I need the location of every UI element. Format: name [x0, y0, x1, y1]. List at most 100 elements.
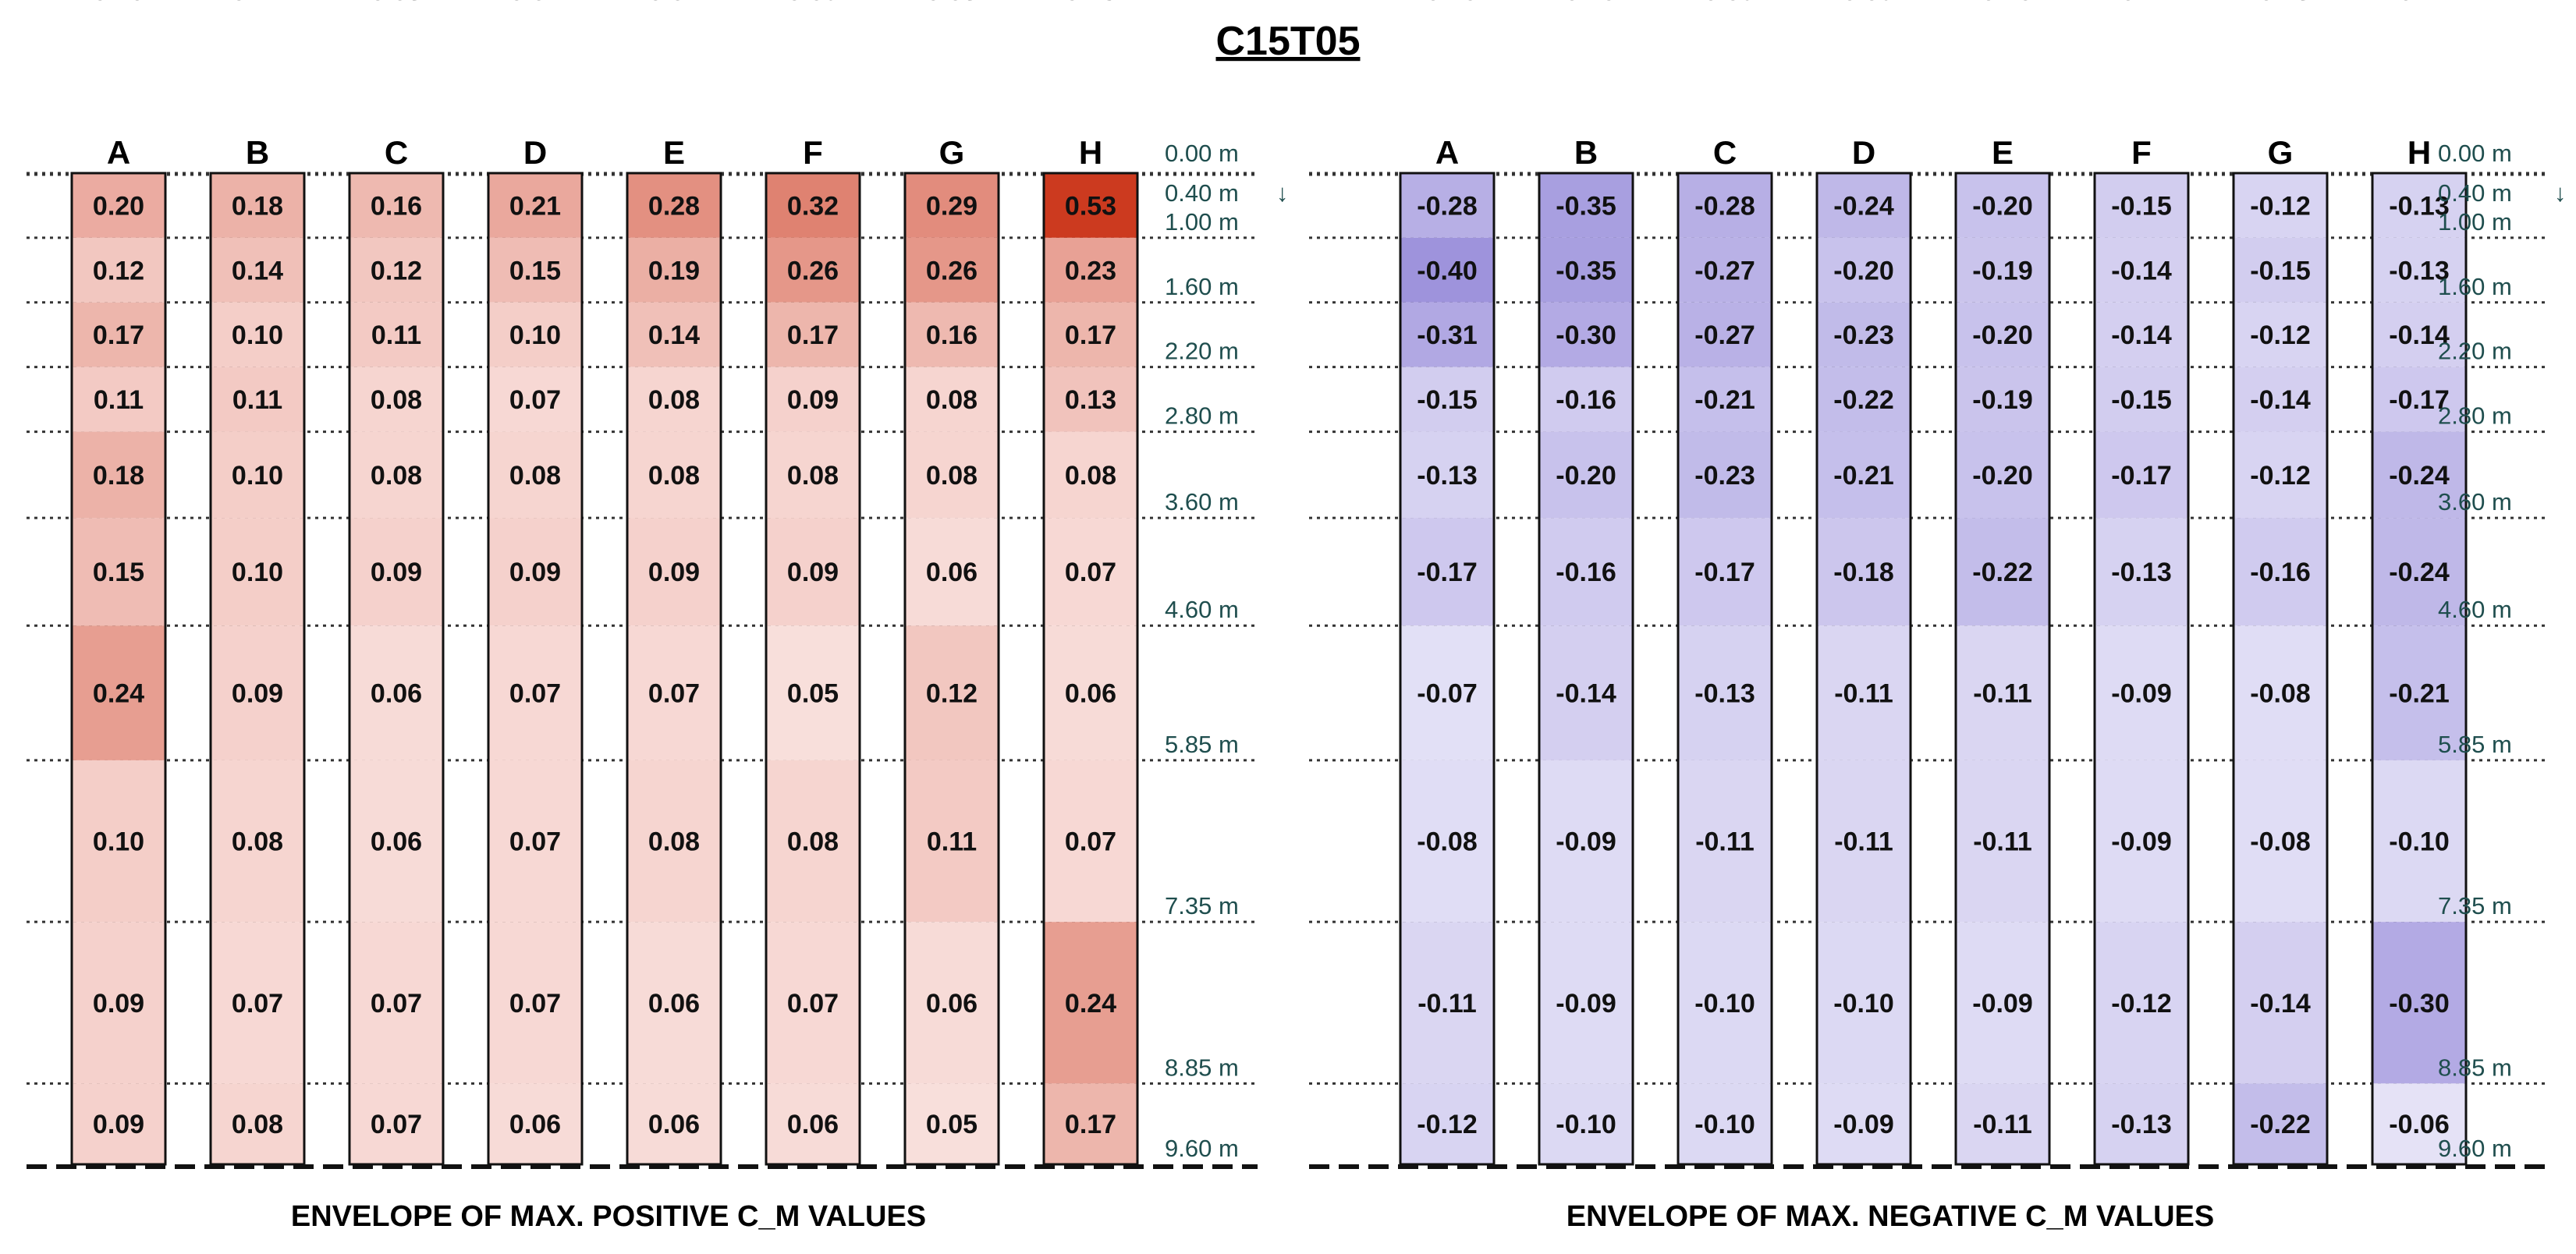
negative-cell-E-10	[1956, 1083, 2049, 1164]
negative-depth-label-0: 0.00 m	[2438, 140, 2512, 167]
negative-cell-C-9	[1678, 922, 1772, 1084]
positive-cell-value-C-2: 0.12	[371, 256, 422, 285]
positive-cell-value-H-9: 0.24	[1065, 989, 1116, 1018]
positive-cell-value-E-11: 0.07	[648, 0, 700, 6]
positive-cell-value-B-11: 0.12	[232, 0, 283, 6]
positive-cell-value-B-8: 0.08	[232, 827, 283, 857]
positive-cell-D-2	[488, 237, 582, 303]
negative-column-label-F: F	[2131, 134, 2152, 171]
positive-cell-B-4	[211, 367, 304, 432]
negative-cell-value-C-5: -0.23	[1694, 461, 1755, 491]
positive-cell-C-4	[349, 367, 443, 432]
negative-cell-B-2	[1539, 237, 1633, 303]
negative-column-outline-B	[1538, 172, 1634, 1166]
positive-depth-label-7: 4.60 m	[1165, 596, 1239, 623]
positive-cell-value-D-2: 0.15	[509, 256, 561, 285]
positive-cell-A-1	[72, 173, 165, 238]
negative-cell-value-A-1: -0.28	[1417, 191, 1478, 221]
positive-cell-value-F-4: 0.09	[787, 385, 839, 415]
negative-cell-value-A-2: -0.40	[1417, 256, 1478, 285]
negative-cell-C-3	[1678, 302, 1772, 367]
positive-cell-value-D-1: 0.21	[509, 191, 561, 221]
positive-depth-label-6: 3.60 m	[1165, 488, 1239, 515]
negative-cell-value-A-11: -0.16	[1417, 0, 1478, 6]
negative-cell-value-F-10: -0.13	[2111, 1110, 2172, 1139]
negative-depth-label-10: 8.85 m	[2438, 1054, 2512, 1081]
negative-cell-value-E-2: -0.19	[1972, 256, 2033, 285]
positive-depth-label-11: 9.60 m	[1165, 1135, 1239, 1162]
negative-cell-value-G-10: -0.22	[2250, 1110, 2311, 1139]
positive-cell-A-3	[72, 302, 165, 367]
negative-cell-F-4	[2095, 367, 2188, 432]
positive-cell-D-4	[488, 367, 582, 432]
negative-cell-E-4	[1956, 367, 2049, 432]
positive-cell-A-5	[72, 431, 165, 519]
positive-cell-E-3	[627, 302, 721, 367]
negative-cell-G-4	[2234, 367, 2327, 432]
negative-column-label-A: A	[1435, 134, 1459, 171]
positive-cell-B-7	[211, 625, 304, 760]
negative-cell-G-8	[2234, 760, 2327, 923]
positive-cell-B-3	[211, 302, 304, 367]
negative-column-outline-F	[2093, 172, 2190, 1166]
positive-cell-value-A-8: 0.10	[93, 827, 144, 857]
negative-cell-value-G-1: -0.12	[2250, 191, 2311, 221]
positive-column-outline-A	[70, 172, 167, 1166]
positive-cell-G-6	[905, 518, 999, 626]
positive-depth-label-9: 7.35 m	[1165, 892, 1239, 919]
negative-cell-D-6	[1817, 518, 1911, 626]
positive-cell-G-3	[905, 302, 999, 367]
positive-cell-value-E-5: 0.08	[648, 461, 700, 491]
positive-depth-label-3: 1.60 m	[1165, 273, 1239, 300]
negative-cell-A-8	[1400, 760, 1494, 923]
positive-cell-A-7	[72, 625, 165, 760]
negative-cell-value-H-6: -0.24	[2389, 558, 2450, 587]
positive-cell-C-6	[349, 518, 443, 626]
positive-column-outline-B	[209, 172, 306, 1166]
negative-cell-B-6	[1539, 518, 1633, 626]
negative-cell-value-E-9: -0.09	[1972, 989, 2033, 1018]
negative-cell-value-G-6: -0.16	[2250, 558, 2311, 587]
positive-cell-value-F-5: 0.08	[787, 461, 839, 491]
positive-cell-H-6	[1044, 518, 1137, 626]
positive-cell-value-H-5: 0.08	[1065, 461, 1116, 491]
positive-cell-C-7	[349, 625, 443, 760]
negative-cell-value-H-7: -0.21	[2389, 679, 2450, 709]
negative-cell-A-1	[1400, 173, 1494, 238]
positive-column-label-F: F	[803, 134, 823, 171]
negative-cell-F-5	[2095, 431, 2188, 519]
positive-depth-label-4: 2.20 m	[1165, 338, 1239, 365]
negative-cell-D-8	[1817, 760, 1911, 923]
negative-cell-D-3	[1817, 302, 1911, 367]
positive-cell-G-4	[905, 367, 999, 432]
positive-cell-C-9	[349, 922, 443, 1084]
positive-cell-value-D-11: 0.07	[509, 0, 561, 6]
negative-cell-value-A-9: -0.11	[1418, 989, 1477, 1018]
positive-cell-value-H-1: 0.53	[1065, 191, 1116, 221]
positive-cell-H-1	[1044, 173, 1137, 238]
negative-cell-G-1	[2234, 173, 2327, 238]
positive-cell-B-6	[211, 518, 304, 626]
positive-cell-value-D-8: 0.07	[509, 827, 561, 857]
negative-cell-value-C-2: -0.27	[1694, 256, 1755, 285]
positive-cell-value-A-4: 0.11	[94, 385, 144, 415]
negative-column-outline-G	[2232, 172, 2329, 1166]
negative-cell-F-2	[2095, 237, 2188, 303]
negative-cell-G-5	[2234, 431, 2327, 519]
negative-cell-value-A-5: -0.13	[1417, 461, 1478, 491]
negative-cell-value-F-8: -0.09	[2111, 827, 2172, 857]
negative-cell-C-1	[1678, 173, 1772, 238]
positive-depth-label-2: 1.00 m	[1165, 208, 1239, 236]
positive-cell-H-10	[1044, 1083, 1137, 1164]
positive-cell-value-E-2: 0.19	[648, 256, 700, 285]
positive-cell-G-9	[905, 922, 999, 1084]
negative-cell-E-9	[1956, 922, 2049, 1084]
negative-cell-value-H-2: -0.13	[2389, 256, 2450, 285]
negative-cell-value-E-11: -0.10	[1972, 0, 2033, 6]
positive-cell-E-5	[627, 431, 721, 519]
negative-cell-E-2	[1956, 237, 2049, 303]
negative-cell-value-B-3: -0.30	[1556, 321, 1616, 350]
positive-cell-F-10	[766, 1083, 860, 1164]
positive-cell-F-3	[766, 302, 860, 367]
negative-cell-H-6	[2372, 518, 2466, 626]
